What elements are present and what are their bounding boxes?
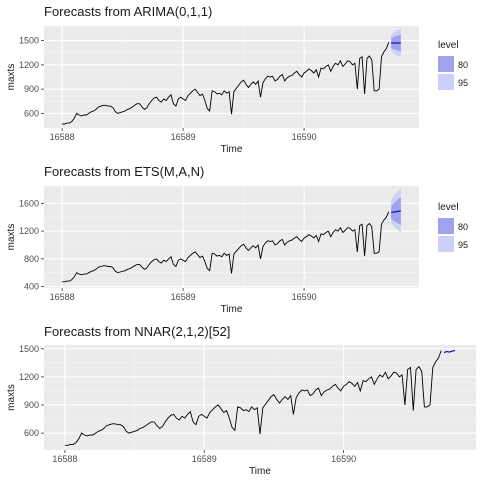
legend-title: level bbox=[438, 40, 459, 51]
x-axis-label: Time bbox=[249, 466, 271, 477]
x-tick-label: 16590 bbox=[292, 132, 317, 142]
y-tick-label: 1200 bbox=[19, 226, 39, 236]
y-tick-label: 1500 bbox=[19, 36, 39, 46]
legend-label-80: 80 bbox=[458, 60, 468, 70]
y-tick-label: 400 bbox=[24, 282, 39, 292]
x-tick-label: 16589 bbox=[171, 132, 196, 142]
legend-label-80: 80 bbox=[458, 222, 468, 232]
x-axis-label: Time bbox=[221, 304, 243, 315]
y-axis-label: maxts bbox=[6, 384, 17, 411]
legend: level 80 95 bbox=[438, 40, 468, 90]
legend-key-95 bbox=[438, 74, 454, 90]
chart-title: Forecasts from NNAR(2,1,2)[52] bbox=[44, 324, 230, 339]
y-tick-label: 800 bbox=[24, 254, 39, 264]
x-tick-label: 16588 bbox=[50, 292, 75, 302]
legend-key-80 bbox=[438, 218, 454, 234]
x-tick-label: 16588 bbox=[52, 454, 77, 464]
x-tick-label: 16589 bbox=[192, 454, 217, 464]
chart-title: Forecasts from ETS(M,A,N) bbox=[44, 164, 204, 179]
x-tick-label: 16590 bbox=[292, 292, 317, 302]
chart-1: Forecasts from ARIMA(0,1,1) 600 900 1200 150… bbox=[6, 4, 468, 155]
y-axis-label: maxts bbox=[6, 64, 17, 91]
y-tick-label: 600 bbox=[24, 108, 39, 118]
x-tick-label: 16589 bbox=[171, 292, 196, 302]
y-tick-label: 1200 bbox=[19, 60, 39, 70]
chart-title: Forecasts from ARIMA(0,1,1) bbox=[44, 4, 212, 19]
x-axis-label: Time bbox=[221, 144, 243, 155]
x-tick-label: 16588 bbox=[50, 132, 75, 142]
chart-2: Forecasts from ETS(M,A,N) 400 800 1200 1600 1… bbox=[6, 164, 468, 315]
legend-key-80 bbox=[438, 56, 454, 72]
panel-background bbox=[44, 345, 476, 450]
legend-title: level bbox=[438, 202, 459, 213]
y-tick-label: 900 bbox=[24, 84, 39, 94]
y-tick-label: 1200 bbox=[19, 372, 39, 382]
y-axis-label: maxts bbox=[6, 224, 17, 251]
legend-label-95: 95 bbox=[458, 240, 468, 250]
y-tick-label: 1500 bbox=[19, 344, 39, 354]
y-tick-label: 600 bbox=[24, 428, 39, 438]
chart-3: Forecasts from NNAR(2,1,2)[52] 600 900 1200… bbox=[6, 324, 476, 477]
legend-label-95: 95 bbox=[458, 78, 468, 88]
x-tick-label: 16590 bbox=[331, 454, 356, 464]
y-tick-label: 1600 bbox=[19, 198, 39, 208]
legend: level 80 95 bbox=[438, 202, 468, 252]
legend-key-95 bbox=[438, 236, 454, 252]
y-tick-label: 900 bbox=[24, 400, 39, 410]
